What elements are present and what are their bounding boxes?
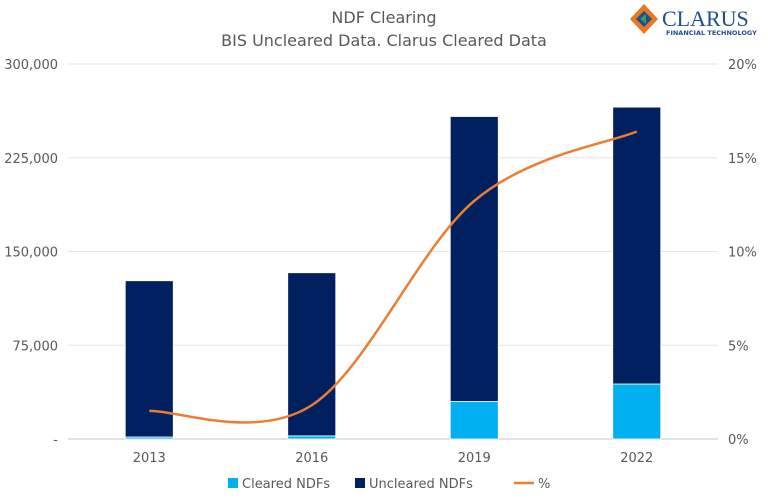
legend-label: Cleared NDFs — [242, 477, 330, 492]
y-tick-label: - — [53, 433, 58, 448]
y2-tick-label: 10% — [728, 246, 757, 261]
bar-cleared-ndfs — [612, 383, 662, 440]
bar-uncleared-ndfs — [287, 272, 337, 437]
y-tick-label: 225,000 — [4, 152, 58, 167]
legend-label: % — [538, 477, 550, 492]
bar-uncleared-ndfs — [612, 106, 662, 385]
svg-text:FINANCIAL TECHNOLOGY: FINANCIAL TECHNOLOGY — [666, 29, 757, 37]
y-tick-label: 150,000 — [4, 246, 58, 261]
x-tick-label: 2019 — [458, 451, 491, 466]
legend-swatch — [228, 478, 238, 488]
x-tick-label: 2016 — [295, 451, 328, 466]
chart-title: NDF Clearing — [331, 8, 436, 27]
y2-tick-label: 20% — [728, 58, 757, 73]
bar-uncleared-ndfs — [124, 280, 174, 438]
y-tick-label: 75,000 — [13, 339, 59, 354]
legend-swatch — [355, 478, 365, 488]
svg-text:CLARUS: CLARUS — [662, 6, 749, 31]
y-tick-label: 300,000 — [4, 58, 58, 73]
bar-cleared-ndfs — [449, 401, 499, 440]
y2-tick-label: 0% — [728, 433, 749, 448]
chart-subtitle: BIS Uncleared Data. Clarus Cleared Data — [221, 31, 547, 50]
bar-cleared-ndfs — [287, 435, 337, 440]
percent-line — [149, 130, 638, 424]
y2-tick-label: 5% — [728, 339, 749, 354]
legend-label: Uncleared NDFs — [369, 477, 473, 492]
x-tick-label: 2013 — [133, 451, 166, 466]
x-tick-label: 2022 — [620, 451, 653, 466]
bar-uncleared-ndfs — [449, 116, 499, 402]
clarus-logo: CLARUS FINANCIAL TECHNOLOGY — [630, 4, 757, 37]
clarus-diamond-icon — [630, 4, 658, 34]
y2-tick-label: 15% — [728, 152, 757, 167]
